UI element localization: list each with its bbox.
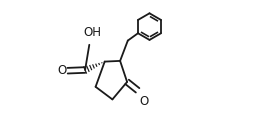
Text: OH: OH — [83, 26, 101, 39]
Text: O: O — [139, 94, 148, 108]
Text: O: O — [57, 64, 66, 77]
